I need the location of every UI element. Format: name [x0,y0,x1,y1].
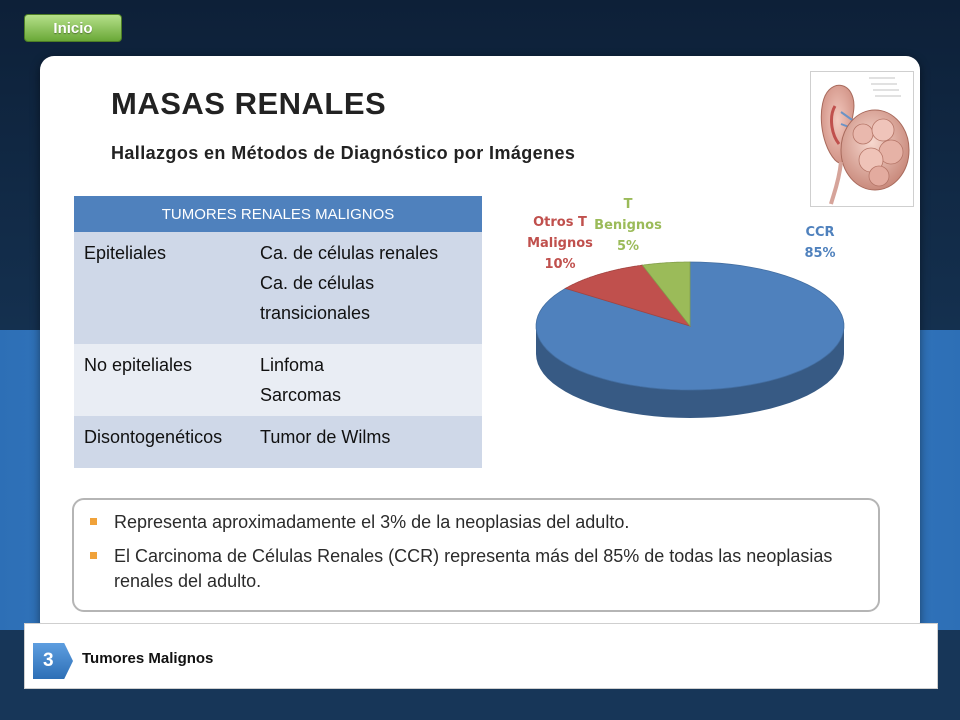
table-item: Ca. de células transicionales [260,273,375,323]
table-item: Tumor de Wilms [260,427,391,447]
malignant-tumors-table: TUMORES RENALES MALIGNOS Epiteliales Ca.… [74,196,482,468]
pie-label: T Benignos 5% [594,197,662,254]
kidney-tumor-icon [820,77,910,205]
table-items: Ca. de células renales Ca. de células tr… [250,232,482,344]
bullet-text: Representa aproximadamente el 3% de la n… [114,512,630,532]
table-items: Tumor de Wilms [250,416,482,468]
table-category: Disontogenéticos [74,416,250,468]
table-item: Sarcomas [260,385,342,405]
slide-title: MASAS RENALES [111,86,387,121]
home-button[interactable]: Inicio [24,14,122,42]
table-item: Linfoma [260,355,325,375]
footer-bar [24,623,938,689]
section-title: Tumores Malignos [82,650,214,667]
table-items: Linfoma Sarcomas [250,344,482,416]
bullet-icon [90,552,97,559]
table-category: Epiteliales [74,232,250,344]
list-item: Representa aproximadamente el 3% de la n… [90,510,864,535]
pie-label: CCR 85% [804,225,835,261]
pie-chart-svg: CCR 85% Otros T Malignos 10%T Benignos 5% [527,197,845,418]
key-points-box: Representa aproximadamente el 3% de la n… [72,498,880,612]
page-number-badge: 3 [33,643,73,679]
bullet-icon [90,518,97,525]
pie-chart: CCR 85% Otros T Malignos 10% T Benignos 5% [500,196,860,466]
kidney-illustration [810,71,914,207]
table-item: Ca. de células renales [260,243,439,263]
table-header: TUMORES RENALES MALIGNOS [74,196,482,232]
pie-slice-otros-t-malignos [564,264,692,327]
pie-slice-t-benignos [641,261,691,328]
pie-slice-side [536,326,844,418]
table-row: Epiteliales Ca. de células renales Ca. d… [74,232,482,344]
pie-label: Otros T Malignos 10% [527,215,593,272]
slide-subtitle: Hallazgos en Métodos de Diagnóstico por … [111,143,576,163]
table-category: No epiteliales [74,344,250,416]
list-item: El Carcinoma de Células Renales (CCR) re… [90,544,864,594]
table-row: No epiteliales Linfoma Sarcomas [74,344,482,416]
table-row: Disontogenéticos Tumor de Wilms [74,416,482,468]
bullet-text: El Carcinoma de Células Renales (CCR) re… [114,546,833,591]
